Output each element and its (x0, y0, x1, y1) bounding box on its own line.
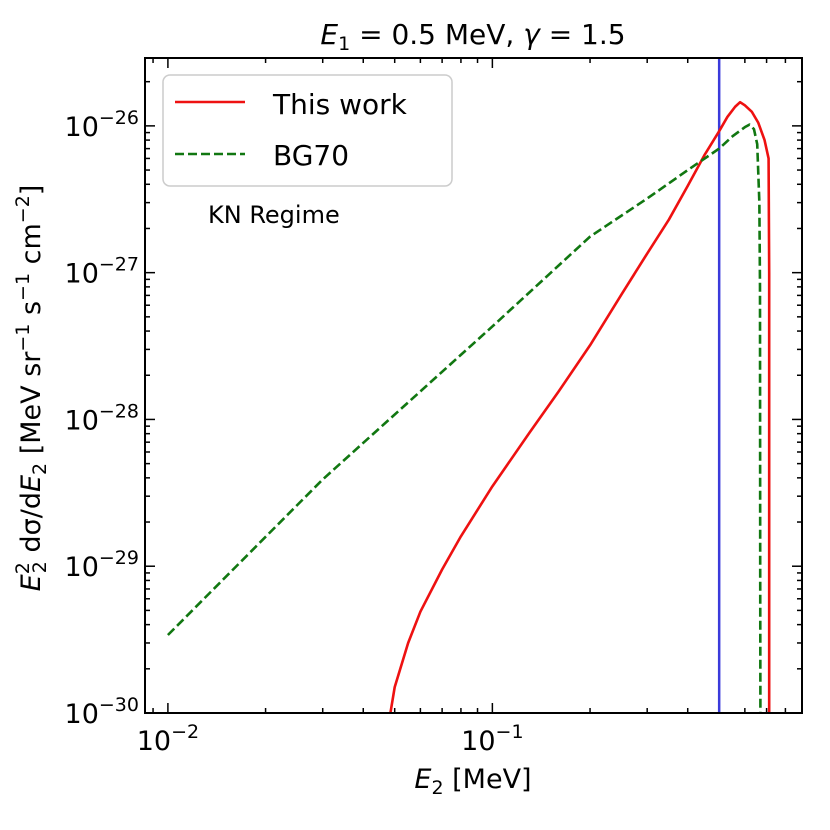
y-tick-label: 10−29 (65, 547, 139, 583)
plot-content (166, 58, 771, 713)
y-tick-label: 10−26 (65, 107, 139, 143)
tick-labels: 10−2 10−1 10−30 10−29 10−28 10−27 10−26 (65, 107, 524, 757)
chart-title: E1 = 0.5 MeV, γ = 1.5 (320, 18, 625, 55)
series-line-bg70 (166, 123, 762, 713)
major-ticks (145, 58, 802, 714)
y-tick-label: 10−28 (65, 400, 139, 436)
series-layer (166, 100, 771, 713)
x-tick-label: 10−2 (137, 721, 199, 757)
x-axis-label: E2 [MeV] (414, 764, 531, 799)
legend-label-this-work: This work (272, 88, 408, 121)
y-axis-label: E22 dσ/dE2 [MeV sr−1 s−1 cm−2] (12, 185, 51, 592)
annotation-kn-regime: KN Regime (208, 201, 340, 229)
series-line-this-work (389, 100, 771, 713)
legend: This work BG70 (162, 74, 453, 187)
x-tick-label: 10−1 (461, 721, 523, 757)
legend-label-bg70: BG70 (273, 139, 349, 172)
y-tick-label: 10−30 (65, 694, 139, 730)
axes-frame (144, 57, 803, 714)
y-tick-label: 10−27 (65, 254, 139, 290)
